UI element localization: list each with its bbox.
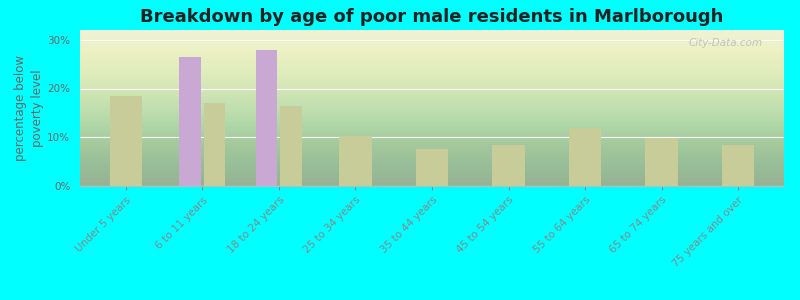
Bar bbox=[646, 138, 678, 186]
Title: Breakdown by age of poor male residents in Marlborough: Breakdown by age of poor male residents … bbox=[140, 8, 724, 26]
Bar bbox=[281, 106, 302, 186]
Bar bbox=[722, 145, 754, 186]
Bar bbox=[493, 145, 525, 186]
Text: City-Data.com: City-Data.com bbox=[689, 38, 763, 48]
Y-axis label: percentage below
poverty level: percentage below poverty level bbox=[14, 55, 45, 161]
Bar bbox=[416, 149, 448, 186]
Bar bbox=[256, 50, 278, 186]
Bar bbox=[339, 136, 371, 186]
Bar bbox=[569, 128, 601, 186]
Bar bbox=[179, 57, 201, 186]
Bar bbox=[204, 103, 226, 186]
Bar bbox=[110, 96, 142, 186]
